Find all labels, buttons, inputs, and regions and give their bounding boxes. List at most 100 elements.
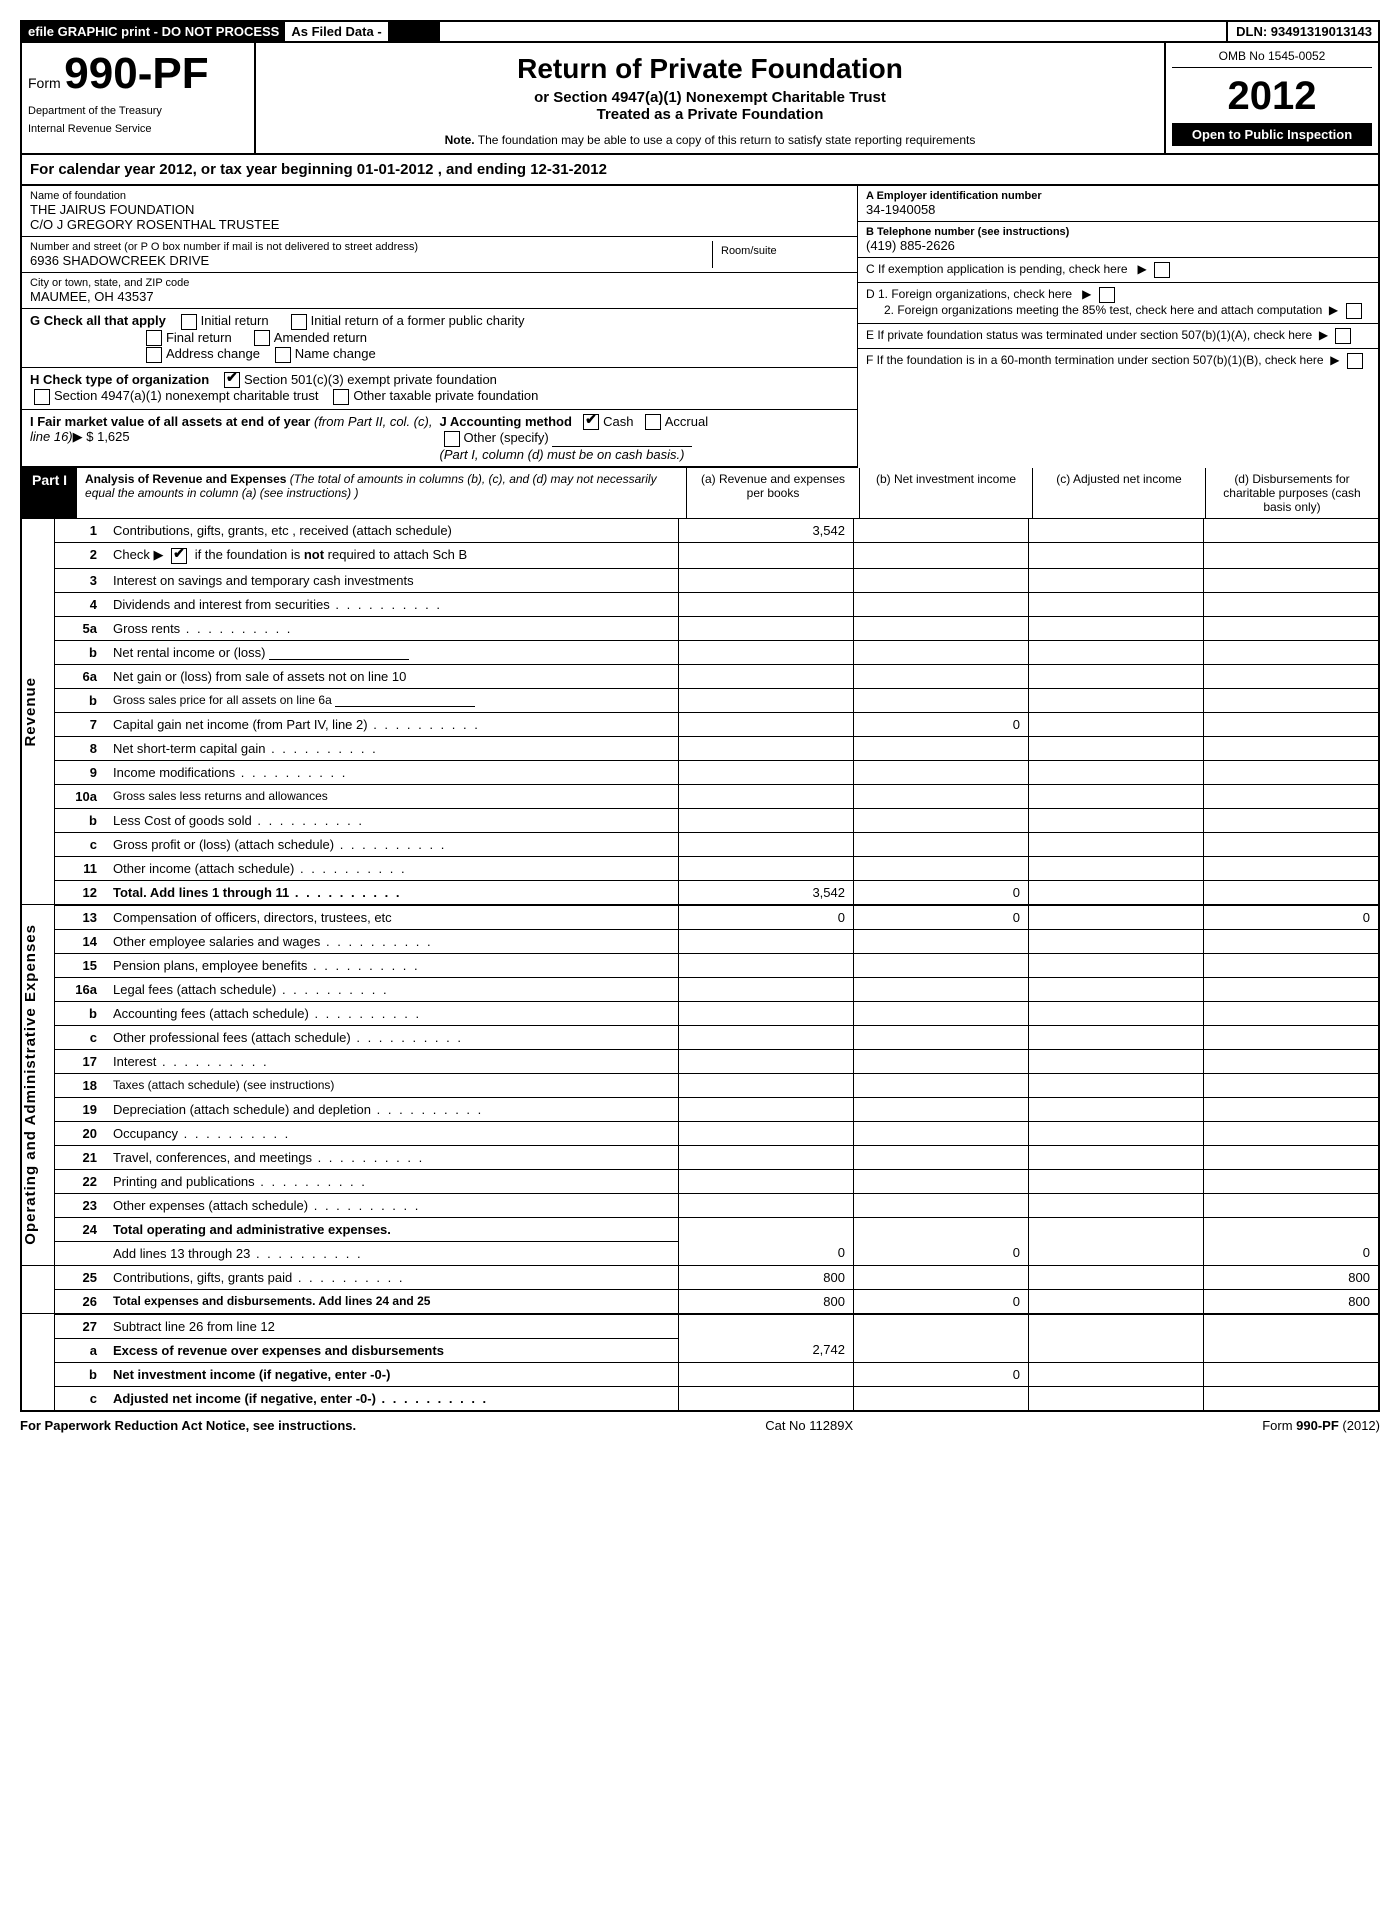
part1-desc: Analysis of Revenue and Expenses (The to… xyxy=(77,468,686,518)
addr-cell: Number and street (or P O box number if … xyxy=(22,237,857,273)
tax-year: 2012 xyxy=(1172,74,1372,119)
foundation-name-2: C/O J GREGORY ROSENTHAL TRUSTEE xyxy=(30,217,849,232)
chk-501c3[interactable] xyxy=(224,372,240,388)
row-14: 14Other employee salaries and wages xyxy=(21,929,1379,953)
i-sub: (from Part II, col. (c), xyxy=(314,414,432,429)
form-prefix: Form xyxy=(28,75,61,91)
row-26: 26Total expenses and disbursements. Add … xyxy=(21,1289,1379,1314)
subtitle-2: Treated as a Private Foundation xyxy=(266,106,1154,123)
info-left: Name of foundation THE JAIRUS FOUNDATION… xyxy=(22,186,858,468)
row-6b: bGross sales price for all assets on lin… xyxy=(21,688,1379,712)
row-27a: aExcess of revenue over expenses and dis… xyxy=(21,1338,1379,1362)
g-initial: Initial return xyxy=(201,313,269,328)
room-label: Room/suite xyxy=(713,241,849,268)
footer-mid: Cat No 11289X xyxy=(765,1418,853,1433)
row-3: 3Interest on savings and temporary cash … xyxy=(21,568,1379,592)
row-16b: bAccounting fees (attach schedule) xyxy=(21,1001,1379,1025)
j-label: J Accounting method xyxy=(440,414,572,429)
foundation-name: THE JAIRUS FOUNDATION xyxy=(30,202,849,217)
b-val: (419) 885-2626 xyxy=(866,238,1370,253)
j-other: Other (specify) xyxy=(464,430,549,445)
chk-accrual[interactable] xyxy=(645,414,661,430)
row-10c: cGross profit or (loss) (attach schedule… xyxy=(21,832,1379,856)
c-text: C If exemption application is pending, c… xyxy=(866,262,1128,276)
j-box: J Accounting method Cash Accrual Other (… xyxy=(440,414,850,462)
title-box: Return of Private Foundation or Section … xyxy=(256,43,1166,153)
city-label: City or town, state, and ZIP code xyxy=(30,277,849,289)
header: Form 990-PF Department of the Treasury I… xyxy=(20,43,1380,155)
row-5a: 5aGross rents xyxy=(21,616,1379,640)
footer-right: Form 990-PF (2012) xyxy=(1262,1418,1380,1433)
g-addr-change: Address change xyxy=(166,346,260,361)
chk-addr-change[interactable] xyxy=(146,347,162,363)
note-text: The foundation may be able to use a copy… xyxy=(478,133,976,147)
row-5b: bNet rental income or (loss) xyxy=(21,640,1379,664)
row-18: 18Taxes (attach schedule) (see instructi… xyxy=(21,1073,1379,1097)
row-25: 25Contributions, gifts, grants paid80080… xyxy=(21,1265,1379,1289)
i-box: I Fair market value of all assets at end… xyxy=(30,414,440,462)
revenue-label: Revenue xyxy=(22,667,39,757)
chk-4947[interactable] xyxy=(34,389,50,405)
chk-d2[interactable] xyxy=(1346,303,1362,319)
row-16c: cOther professional fees (attach schedul… xyxy=(21,1025,1379,1049)
j-accrual: Accrual xyxy=(665,414,708,429)
g-initial-former: Initial return of a former public charit… xyxy=(311,313,525,328)
top-bar: efile GRAPHIC print - DO NOT PROCESS As … xyxy=(20,20,1380,43)
i-amt: $ 1,625 xyxy=(86,429,129,444)
g-name-change: Name change xyxy=(295,346,376,361)
chk-name-change[interactable] xyxy=(275,347,291,363)
omb: OMB No 1545-0052 xyxy=(1172,49,1372,68)
chk-initial[interactable] xyxy=(181,314,197,330)
form-number: 990-PF xyxy=(64,49,208,98)
h-501: Section 501(c)(3) exempt private foundat… xyxy=(244,372,497,387)
city-cell: City or town, state, and ZIP code MAUMEE… xyxy=(22,273,857,309)
row-10b: bLess Cost of goods sold xyxy=(21,808,1379,832)
form-box: Form 990-PF Department of the Treasury I… xyxy=(22,43,256,153)
chk-j-other[interactable] xyxy=(444,431,460,447)
expenses-label: Operating and Administrative Expenses xyxy=(22,914,39,1255)
j-note: (Part I, column (d) must be on cash basi… xyxy=(440,447,685,462)
chk-d1[interactable] xyxy=(1099,287,1115,303)
row-2: 2Check ▶ if the foundation is not requir… xyxy=(21,542,1379,568)
col-a: (a) Revenue and expenses per books xyxy=(686,468,859,518)
row-10a: 10aGross sales less returns and allowanc… xyxy=(21,784,1379,808)
row-19: 19Depreciation (attach schedule) and dep… xyxy=(21,1097,1379,1121)
a-cell: A Employer identification number 34-1940… xyxy=(858,186,1378,222)
chk-f[interactable] xyxy=(1347,353,1363,369)
part1-table: Revenue 1Contributions, gifts, grants, e… xyxy=(20,519,1380,1412)
addr-label: Number and street (or P O box number if … xyxy=(30,241,712,253)
row-24: 24Total operating and administrative exp… xyxy=(21,1217,1379,1241)
dept-2: Internal Revenue Service xyxy=(28,123,248,135)
row-27c: cAdjusted net income (if negative, enter… xyxy=(21,1386,1379,1411)
row-27b: bNet investment income (if negative, ent… xyxy=(21,1362,1379,1386)
note-label: Note. xyxy=(445,133,475,147)
year-box: OMB No 1545-0052 2012 Open to Public Ins… xyxy=(1166,43,1378,153)
f-text: F If the foundation is in a 60-month ter… xyxy=(866,353,1324,367)
f-cell: F If the foundation is in a 60-month ter… xyxy=(858,349,1378,373)
form-page: efile GRAPHIC print - DO NOT PROCESS As … xyxy=(20,20,1380,1439)
d-cell: D 1. Foreign organizations, check here ▶… xyxy=(858,283,1378,324)
dept-1: Department of the Treasury xyxy=(28,105,248,117)
chk-c[interactable] xyxy=(1154,262,1170,278)
row-22: 22Printing and publications xyxy=(21,1169,1379,1193)
part1-label: Part I xyxy=(22,468,77,518)
chk-amended[interactable] xyxy=(254,330,270,346)
e-text: E If private foundation status was termi… xyxy=(866,328,1312,342)
chk-e[interactable] xyxy=(1335,328,1351,344)
row-9: 9Income modifications xyxy=(21,760,1379,784)
col-b: (b) Net investment income xyxy=(859,468,1032,518)
chk-initial-former[interactable] xyxy=(291,314,307,330)
footer-left: For Paperwork Reduction Act Notice, see … xyxy=(20,1418,356,1433)
spacer xyxy=(440,22,1226,41)
as-filed: As Filed Data - xyxy=(285,22,387,41)
g-label: G Check all that apply xyxy=(30,313,166,328)
g-amended: Amended return xyxy=(274,330,367,345)
col-d: (d) Disbursements for charitable purpose… xyxy=(1205,468,1378,518)
chk-final[interactable] xyxy=(146,330,162,346)
chk-cash[interactable] xyxy=(583,414,599,430)
part1-header: Part I Analysis of Revenue and Expenses … xyxy=(20,468,1380,519)
chk-sch-b[interactable] xyxy=(171,548,187,564)
black-spacer xyxy=(388,22,440,41)
col-c: (c) Adjusted net income xyxy=(1032,468,1205,518)
chk-other-tax[interactable] xyxy=(333,389,349,405)
